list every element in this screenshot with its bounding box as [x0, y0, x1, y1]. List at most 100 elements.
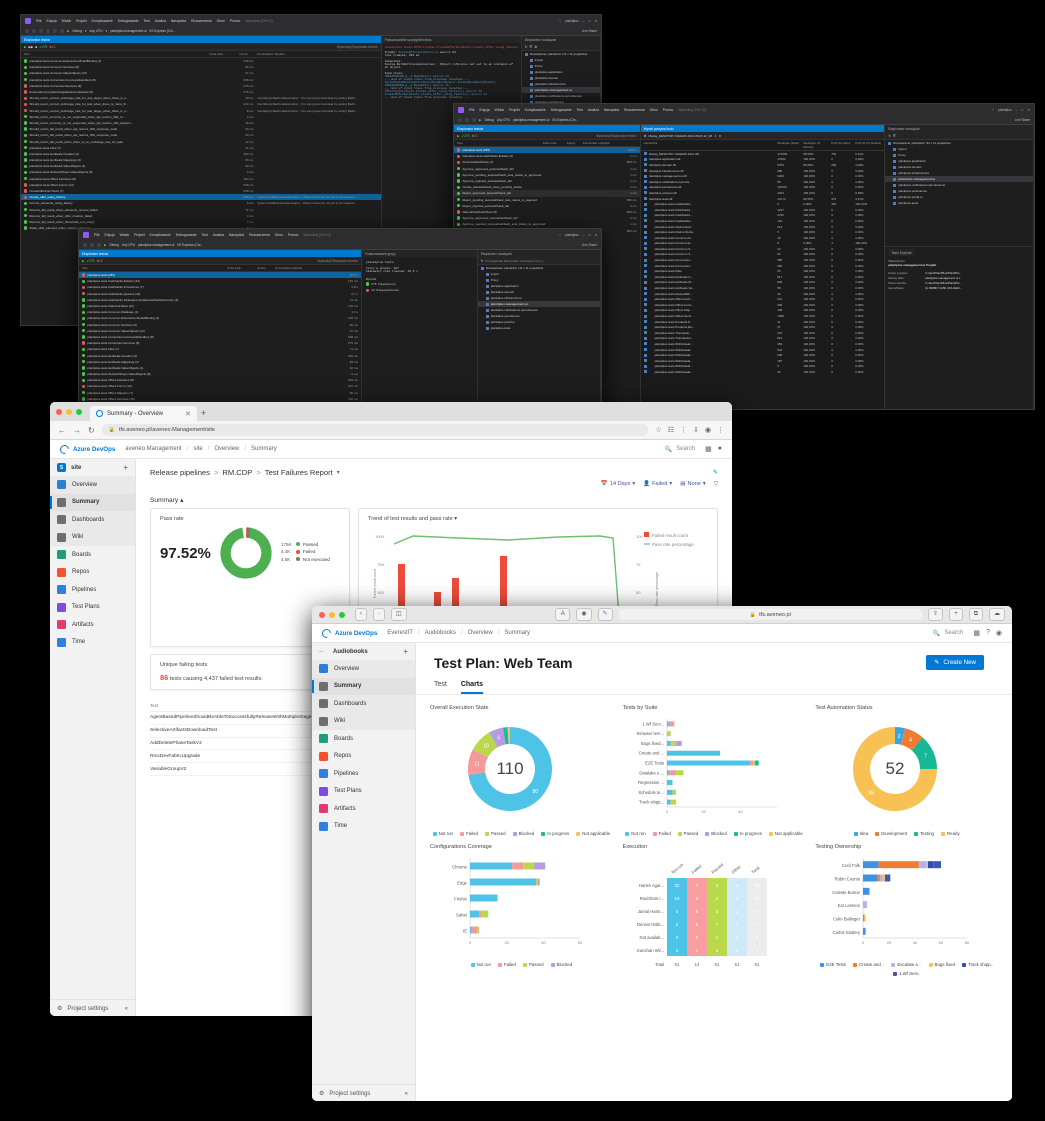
test-detail-pane-1[interactable]: Podsumowanie szczegółów testu planitplus… [381, 36, 522, 325]
heatmap-cell[interactable] [746, 917, 767, 930]
bar-segment[interactable] [752, 760, 755, 766]
test-row[interactable]: planitplus.tests.Cashbacks.Queries (34) 6… [79, 291, 361, 297]
bookmark-star-icon[interactable]: ☆ [655, 427, 662, 434]
start-debug-icon-3[interactable]: ▶ [104, 242, 107, 247]
crumb-summary-front[interactable]: Summary [504, 630, 531, 636]
sidebar-item-wiki[interactable]: Wiki [312, 712, 415, 730]
heatmap-cell[interactable] [666, 891, 687, 904]
menu-debugowanie-3[interactable]: Debugowanie [175, 232, 197, 237]
solution-tree-item[interactable]: planitplus.notifications.wpf.observer [478, 307, 600, 313]
back-icon[interactable] [25, 28, 29, 33]
forward-icon-browser[interactable]: → [73, 425, 81, 435]
heatmap-cell[interactable] [686, 943, 707, 956]
run-target-select[interactable]: IIS Express (Chr... [149, 28, 176, 33]
coverage-row[interactable]: planitplus.tests.Files 56 100,00% 0 0,00% [641, 268, 885, 274]
save-icon-2[interactable] [472, 117, 476, 122]
bar-segment[interactable] [749, 760, 753, 766]
close-tab-icon[interactable]: ✕ [185, 410, 191, 418]
test-row[interactable]: planitplus.tests.Offers.Factories (8) 363… [79, 377, 361, 383]
heatmap-cell[interactable] [686, 917, 707, 930]
solution-explorer-toolbar-1[interactable]: ↻ ☰ ⚙ [521, 43, 600, 51]
menu-plik-2[interactable]: Plik [469, 107, 475, 112]
chevron-up-icon[interactable]: ▴ [180, 497, 184, 504]
coverage-row[interactable]: planitplus.tests.Currencies... 284 100,00%… [641, 263, 885, 269]
debug-config-select-2[interactable]: Debug [484, 117, 494, 122]
test-explorer-pane-2[interactable]: Eksplorator testów ▶ ✔275 ✖12 Wyszukaj E… [454, 125, 641, 409]
minimize-window-button[interactable] [66, 408, 72, 415]
bar-segment[interactable] [877, 874, 881, 882]
coverage-config-icon[interactable]: ⚙ [643, 133, 647, 138]
test-explorer-toolbar-2[interactable]: ▶ ✔275 ✖12 Wyszukaj Eksplorator testów [454, 132, 640, 140]
heatmap-cell[interactable] [666, 943, 687, 956]
bar-segment[interactable] [928, 861, 934, 869]
solution-tree-item[interactable]: Proxy [885, 152, 1033, 158]
solution-tree-item[interactable]: import [478, 271, 600, 277]
platform-select-2[interactable]: Any CPU [496, 117, 510, 122]
edit-report-icon[interactable]: ✎ [712, 470, 718, 476]
vs-search-hint-3[interactable]: Wyszukaj (Ctrl+Q) [303, 232, 331, 237]
minimize-icon-2[interactable]: – [1015, 107, 1018, 112]
test-row[interactable]: Approve_rejected_manualcashback_sets_sta… [454, 221, 640, 227]
heatmap-cell[interactable] [706, 930, 727, 943]
coverage-row[interactable]: planitplus.tests.Withdrawal... 187 100,00%… [641, 358, 885, 364]
sidebar-item-artifacts[interactable]: Artifacts [312, 800, 415, 818]
chevron-down-icon-trend[interactable]: ▾ [454, 516, 458, 522]
solution-tree-item[interactable]: planitplus.application [522, 69, 600, 75]
run-target-select-2[interactable]: IIS Express (Chr... [552, 117, 579, 122]
vs-toolbar-3[interactable]: ▶ Debug Any CPU planitplus.management.ui… [79, 240, 601, 250]
bar-segment[interactable] [668, 721, 674, 727]
bar-segment[interactable] [666, 780, 673, 786]
test-row[interactable]: planitplus.tests.HotDeals.ValueObjects (… [79, 365, 361, 371]
solution-tree-item[interactable]: import [885, 146, 1033, 152]
test-list-2[interactable]: planitplus.tests (287) 40,5 s planitplus.t… [454, 147, 640, 234]
bar-segment[interactable] [470, 862, 513, 870]
bar-segment[interactable] [880, 874, 883, 882]
forward-icon[interactable] [32, 28, 36, 33]
create-new-button[interactable]: ✎ Create New [926, 655, 984, 670]
menu-edycja-2[interactable]: Edycja [479, 107, 490, 112]
run-tests-icon[interactable]: ▶▶ [28, 44, 34, 49]
project-row-front[interactable]: ─ Audiobooks + [312, 643, 415, 660]
sidebar-item-test-plans[interactable]: Test Plans [50, 599, 135, 617]
open-icon[interactable] [46, 28, 50, 33]
heatmap-cell[interactable] [706, 891, 727, 904]
test-row[interactable]: Reject_rejected_autocashback_fail 9 ms [454, 203, 640, 209]
sidebar-item-boards[interactable]: Boards [50, 546, 135, 564]
test-explorer-toolbar-3[interactable]: ▶ ✔275 ✖12 Wyszukaj Eksplorator testów [79, 257, 361, 265]
test-row[interactable]: planitplus.tests.Cashbacks.Strategies.Up… [79, 297, 361, 303]
coverage-row[interactable]: planitplus.tests.Claims.Stubs 5 100,00% 0 0,… [641, 229, 885, 235]
solution-tree-item[interactable]: planitplus.management.ui [477, 301, 600, 307]
heatmap-cell[interactable] [746, 904, 767, 917]
close-icon[interactable]: ✕ [594, 18, 597, 23]
menu-pomoc[interactable]: Pomoc [229, 18, 241, 23]
solution-tree-item[interactable]: planitplus.domain [478, 289, 600, 295]
coverage-row[interactable]: planitplus.tests.Common.D... 18 100,00% 0 0,… [641, 235, 885, 241]
heatmap-cell[interactable] [726, 917, 747, 930]
test-explorer-tab-3[interactable]: Eksplorator testów [79, 250, 361, 257]
coverage-row[interactable]: planitplus.tests.NetworkSh... 46 100,00% 0 0… [641, 291, 885, 297]
crumb-org-front[interactable]: EverestIT [387, 630, 413, 636]
bar-segment[interactable] [666, 740, 671, 746]
bar-segment[interactable] [863, 874, 878, 882]
browser-tab-summary[interactable]: Summary - Overview ✕ [90, 406, 197, 421]
close-icon-2[interactable]: ✕ [1027, 107, 1030, 112]
sidebar-item-dashboards[interactable]: Dashboards [312, 695, 415, 713]
heatmap-cell[interactable] [726, 904, 747, 917]
window-controls-front[interactable] [319, 606, 349, 624]
heatmap-cell[interactable] [666, 878, 687, 891]
bar-segment[interactable] [471, 926, 478, 934]
rel-crumb-report[interactable]: Test Failures Report [264, 468, 333, 477]
rel-crumb-pipelines[interactable]: Release pipelines [150, 468, 210, 477]
bar-segment[interactable] [863, 887, 870, 895]
test-row[interactable]: planitplus.tests.Cashbacks.Procedures (7… [79, 284, 361, 290]
test-explorer-pane-1[interactable]: Eksplorator testów ▶ ▶▶ ■ ✔275 ✖12 Wyszu… [21, 36, 382, 325]
menu-rozszerzenia[interactable]: Rozszerzenia [191, 18, 212, 23]
bar-segment[interactable] [927, 861, 929, 869]
help-icon-front[interactable]: ? [985, 629, 990, 636]
user-avatar-icon-front[interactable]: ◉ [995, 630, 1002, 637]
window-controls-middle[interactable] [56, 402, 86, 421]
crumb-project[interactable]: site [193, 446, 203, 452]
heatmap-cell[interactable] [686, 904, 707, 917]
menu-plik[interactable]: Plik [36, 18, 42, 23]
coverage-row[interactable]: planitplus.application.dll 17984 100,00% 0 0… [641, 157, 885, 163]
